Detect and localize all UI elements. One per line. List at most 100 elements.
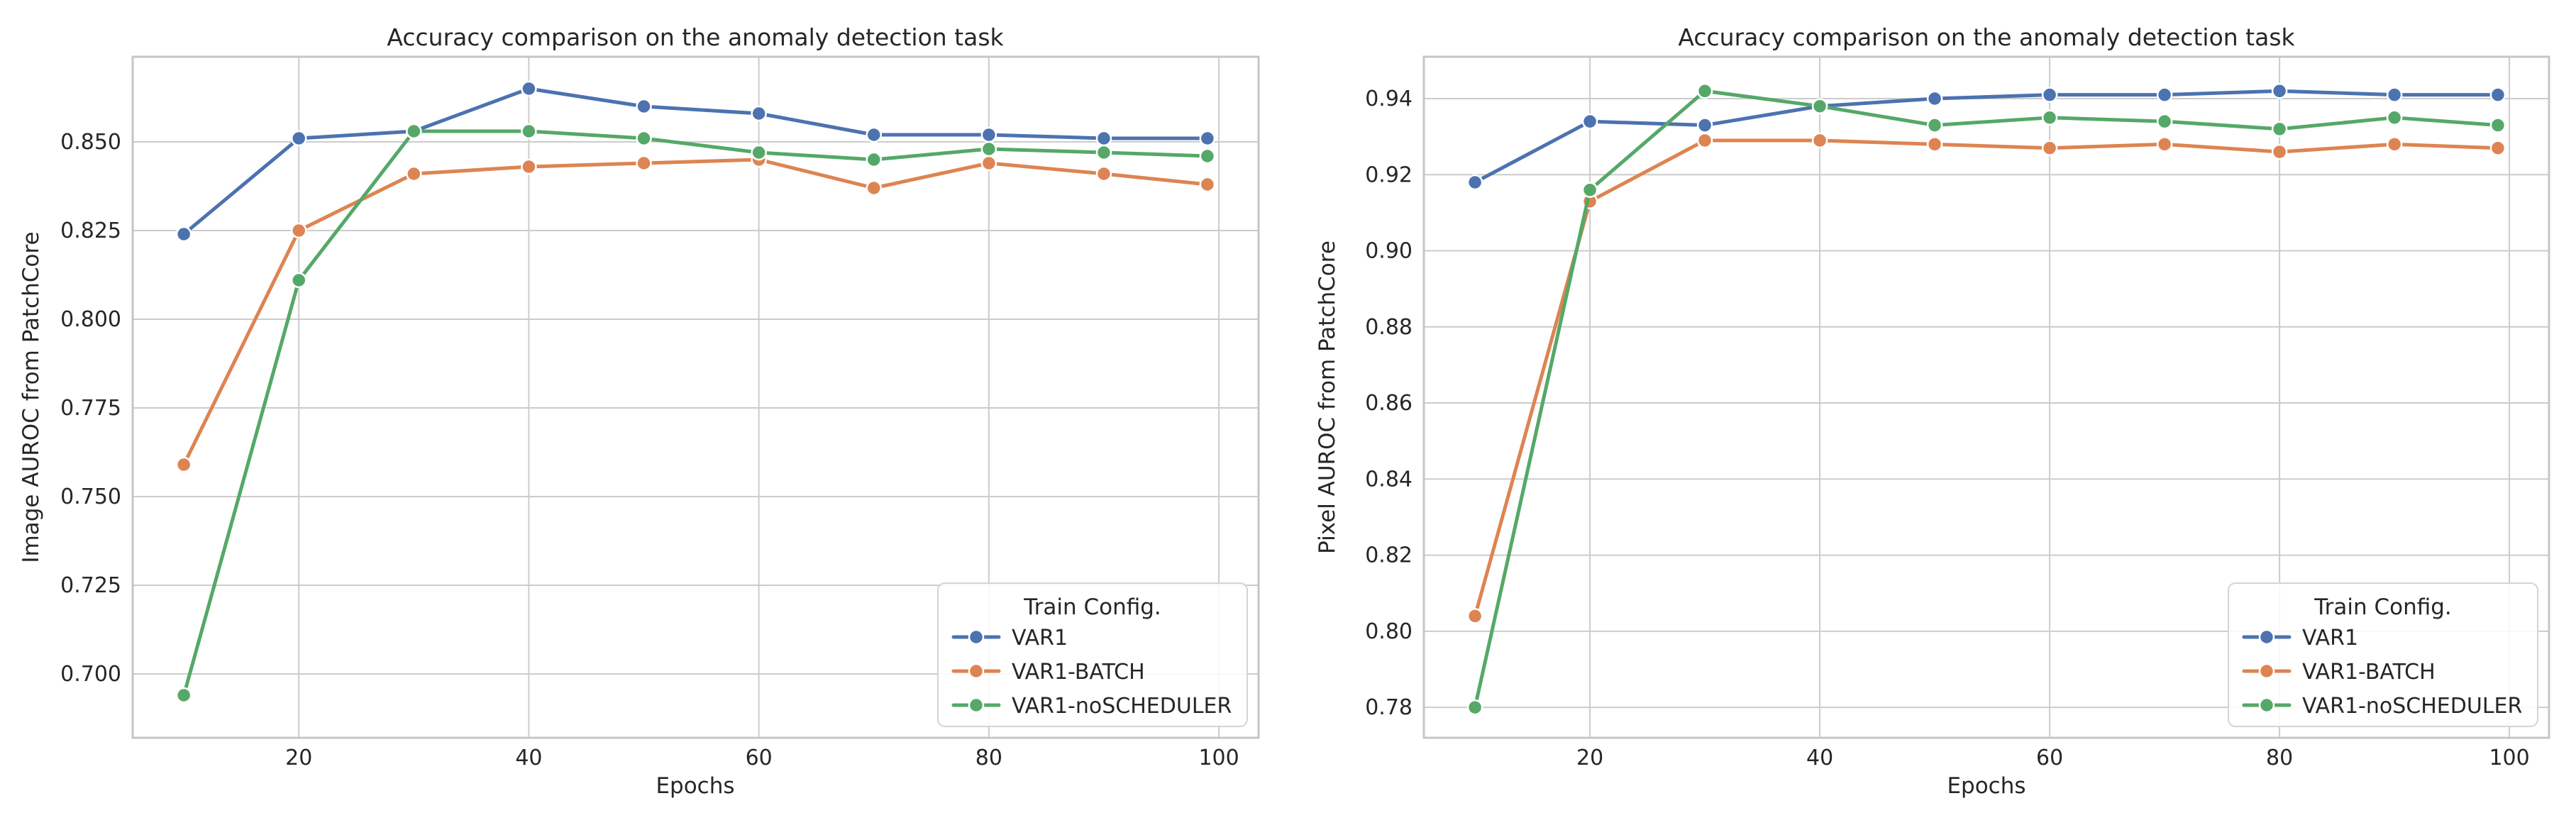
data-point-VAR1-BATCH xyxy=(521,158,537,175)
data-point-VAR1-BATCH xyxy=(2156,136,2173,153)
legend-sample-marker xyxy=(968,663,985,680)
series-line-VAR1 xyxy=(1473,89,2500,184)
legend-label: VAR1-noSCHEDULER xyxy=(1012,694,1232,719)
legend-sample-marker xyxy=(2258,663,2275,680)
legend-label: VAR1-noSCHEDULER xyxy=(2302,694,2522,719)
data-point-VAR1-BATCH xyxy=(2041,140,2058,156)
x-tick-label: 40 xyxy=(515,746,542,770)
data-point-VAR1-BATCH xyxy=(866,179,883,197)
y-tick-label: 0.825 xyxy=(60,218,121,243)
data-point-VAR1 xyxy=(1696,117,1713,133)
y-tick-label: 0.725 xyxy=(60,573,121,598)
y-tick-label: 0.90 xyxy=(1365,239,1413,264)
y-tick-label: 0.78 xyxy=(1365,695,1413,720)
legend-sample-marker xyxy=(968,697,985,714)
data-point-VAR1 xyxy=(1926,90,1943,107)
data-point-VAR1 xyxy=(521,80,537,97)
y-tick-label: 0.850 xyxy=(60,130,121,155)
legend-sample-marker xyxy=(2258,697,2275,714)
x-axis-label: Epochs xyxy=(1947,773,2025,799)
y-tick-label: 0.92 xyxy=(1365,162,1413,187)
data-point-VAR1 xyxy=(1199,130,1216,147)
x-tick-label: 80 xyxy=(975,746,1002,770)
data-point-VAR1-noSCHEDULER xyxy=(406,123,422,140)
y-tick-label: 0.750 xyxy=(60,485,121,509)
data-point-VAR1 xyxy=(1095,130,1112,147)
data-point-VAR1-BATCH xyxy=(1811,132,1828,149)
data-point-VAR1-BATCH xyxy=(2271,143,2288,160)
plot-area: 20 40 60 80 100 0.700 0.725 0.750 0.775 0.800 0.82… xyxy=(60,55,1260,770)
data-point-VAR1 xyxy=(636,98,652,115)
chart-title: Accuracy comparison on the anomaly detec… xyxy=(1678,23,2295,51)
series-line-VAR1-noSCHEDULER xyxy=(1473,89,2500,709)
data-point-VAR1 xyxy=(980,126,997,143)
data-point-VAR1-BATCH xyxy=(1466,608,1483,624)
legend-sample-marker xyxy=(2258,629,2275,646)
data-point-VAR1-noSCHEDULER xyxy=(2271,121,2288,138)
data-point-VAR1-noSCHEDULER xyxy=(636,130,652,147)
series-line-VAR1 xyxy=(182,87,1210,236)
data-point-VAR1-noSCHEDULER xyxy=(2041,109,2058,126)
legend xyxy=(937,582,1248,727)
x-tick-label: 40 xyxy=(1806,746,1833,770)
legend-sample-marker xyxy=(968,629,985,646)
data-point-VAR1 xyxy=(2489,87,2506,103)
y-tick-label: 0.94 xyxy=(1365,87,1413,111)
pixel-auroc-chart: 20 40 60 80 100 0.78 0.80 0.82 0.84 0.86 0.88 0.90 0… xyxy=(1315,23,2550,799)
data-point-VAR1-BATCH xyxy=(1926,136,1943,153)
y-tick-label: 0.88 xyxy=(1365,315,1413,340)
x-tick-label: 60 xyxy=(746,746,773,770)
data-point-VAR1-noSCHEDULER xyxy=(1811,98,1828,114)
y-tick-label: 0.86 xyxy=(1365,391,1413,416)
legend-title: Train Config. xyxy=(1023,594,1161,620)
y-tick-label: 0.82 xyxy=(1365,543,1413,568)
legend-label: VAR1 xyxy=(1012,626,1068,651)
data-point-VAR1-BATCH xyxy=(2386,136,2403,153)
data-point-VAR1 xyxy=(2386,87,2403,103)
plot-area: 20 40 60 80 100 0.78 0.80 0.82 0.84 0.86 0.88 0.90 0… xyxy=(1365,55,2550,770)
y-tick-label: 0.775 xyxy=(60,396,121,421)
x-tick-label: 100 xyxy=(1198,746,1239,770)
x-tick-label: 60 xyxy=(2036,746,2063,770)
data-point-VAR1-BATCH xyxy=(1095,165,1112,182)
plot-border xyxy=(1422,55,2550,739)
data-point-VAR1 xyxy=(290,130,307,147)
series-line-VAR1-noSCHEDULER xyxy=(182,129,1210,697)
data-point-VAR1-BATCH xyxy=(636,155,652,172)
x-axis-label: Epochs xyxy=(656,773,734,799)
data-point-VAR1-noSCHEDULER xyxy=(290,272,307,289)
data-point-VAR1 xyxy=(2041,87,2058,103)
data-point-VAR1-noSCHEDULER xyxy=(175,687,192,704)
data-point-VAR1 xyxy=(175,226,192,243)
data-point-VAR1-BATCH xyxy=(1199,176,1216,193)
legend-label: VAR1-BATCH xyxy=(2302,660,2436,685)
y-tick-label: 0.700 xyxy=(60,662,121,687)
y-axis-label: Image AUROC from PatchCore xyxy=(18,231,44,563)
data-point-VAR1-BATCH xyxy=(175,456,192,473)
x-tick-label: 20 xyxy=(285,746,312,770)
data-point-VAR1-noSCHEDULER xyxy=(521,123,537,140)
data-point-VAR1-BATCH xyxy=(980,155,997,172)
legend-title: Train Config. xyxy=(2314,594,2452,620)
data-point-VAR1 xyxy=(2271,83,2288,99)
image-auroc-chart: 20 40 60 80 100 0.700 0.725 0.750 0.775 0.800 0.82… xyxy=(18,23,1260,799)
chart-title: Accuracy comparison on the anomaly detec… xyxy=(387,23,1004,51)
y-tick-label: 0.80 xyxy=(1365,619,1413,644)
data-point-VAR1-noSCHEDULER xyxy=(2489,117,2506,133)
data-point-VAR1 xyxy=(1581,113,1598,130)
x-tick-label: 100 xyxy=(2489,746,2529,770)
data-point-VAR1-BATCH xyxy=(406,165,422,182)
data-point-VAR1-noSCHEDULER xyxy=(2156,113,2173,130)
data-point-VAR1-BATCH xyxy=(2489,140,2506,156)
data-point-VAR1 xyxy=(2156,87,2173,103)
data-point-VAR1-noSCHEDULER xyxy=(1466,699,1483,716)
plot-border xyxy=(131,55,1260,739)
data-point-VAR1-noSCHEDULER xyxy=(866,151,883,168)
data-point-VAR1-noSCHEDULER xyxy=(1581,182,1598,198)
data-point-VAR1-BATCH xyxy=(290,222,307,239)
data-point-VAR1-noSCHEDULER xyxy=(1095,144,1112,161)
legend-label: VAR1-BATCH xyxy=(1012,660,1145,685)
y-axis-label: Pixel AUROC from PatchCore xyxy=(1315,240,1340,554)
data-point-VAR1-noSCHEDULER xyxy=(1199,148,1216,165)
series-line-VAR1-BATCH xyxy=(182,157,1210,467)
